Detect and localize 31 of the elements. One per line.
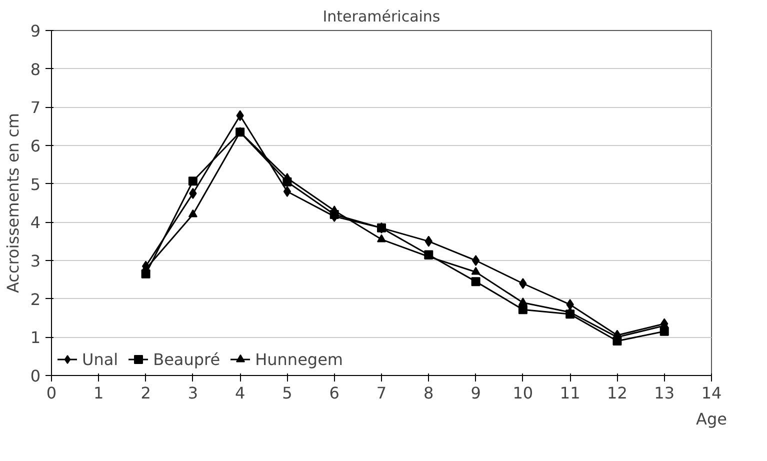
legend-label: Beaupré <box>153 350 220 368</box>
x-tick-label: 3 <box>188 384 198 402</box>
x-tick-label: 1 <box>94 384 104 402</box>
y-axis-title: Accroissements en cm <box>3 113 22 293</box>
x-tick-label: 8 <box>424 384 434 402</box>
y-tick-label: 0 <box>30 366 41 386</box>
legend-label: Unal <box>82 350 118 368</box>
x-axis-title: Age <box>696 410 727 428</box>
y-tick-label: 4 <box>30 213 41 232</box>
y-tick-label: 6 <box>30 136 41 156</box>
x-tick-label: 7 <box>376 384 387 402</box>
x-tick-label: 11 <box>560 384 580 402</box>
x-tick-label: 2 <box>140 384 151 402</box>
y-tick-label: 2 <box>30 290 41 309</box>
y-tick-label: 7 <box>30 98 41 118</box>
x-tick-label: 5 <box>282 384 292 402</box>
y-tick-label: 5 <box>30 174 41 194</box>
x-tick-label: 14 <box>701 384 722 402</box>
y-tick-label: 1 <box>30 328 41 348</box>
y-tick-label: 9 <box>30 22 41 40</box>
legend-label: Hunnegem <box>255 350 343 368</box>
y-tick-label: 8 <box>30 60 41 79</box>
x-tick-label: 4 <box>234 384 246 402</box>
x-tick-label: 9 <box>470 384 481 402</box>
x-tick-label: 0 <box>46 384 57 402</box>
chart-title: Interaméricains <box>322 8 440 26</box>
y-tick-label: 3 <box>30 252 41 270</box>
x-tick-label: 12 <box>607 384 628 402</box>
x-tick-label: 10 <box>512 384 534 402</box>
x-tick-label: 13 <box>654 384 675 402</box>
x-tick-label: 6 <box>329 384 340 402</box>
